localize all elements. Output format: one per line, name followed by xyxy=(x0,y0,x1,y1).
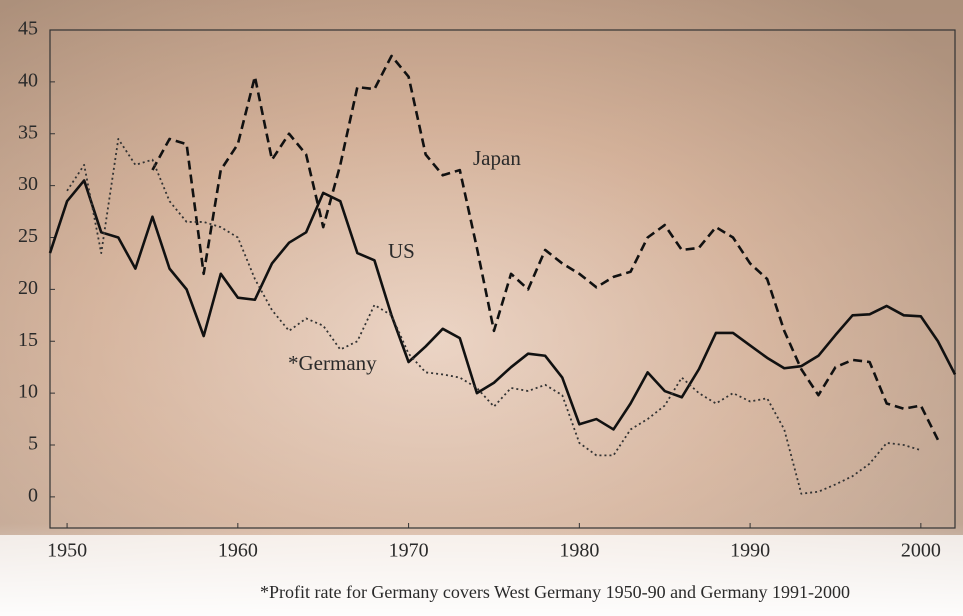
x-tick-label: 1950 xyxy=(47,540,87,562)
y-tick-label: 45 xyxy=(18,18,38,40)
y-tick-label: 35 xyxy=(18,121,38,143)
footnote: *Profit rate for Germany covers West Ger… xyxy=(260,582,850,602)
y-tick-label: 5 xyxy=(28,433,38,455)
y-tick-label: 20 xyxy=(18,277,38,299)
x-tick-label: 1990 xyxy=(730,540,770,562)
y-tick-label: 0 xyxy=(28,484,38,506)
y-tick-label: 10 xyxy=(18,381,38,403)
y-tick-label: 40 xyxy=(18,69,38,91)
x-tick-label: 1960 xyxy=(218,540,258,562)
x-tick-label: 2000 xyxy=(901,540,941,562)
series-label: *Germany xyxy=(288,351,377,375)
footer-band xyxy=(0,535,963,616)
series-label: US xyxy=(388,239,415,263)
y-tick-label: 25 xyxy=(18,225,38,247)
series-label: Japan xyxy=(473,146,521,170)
y-tick-label: 30 xyxy=(18,173,38,195)
x-tick-label: 1980 xyxy=(559,540,599,562)
chart: *Profit rate for Germany covers West Ger… xyxy=(0,0,963,616)
x-tick-label: 1970 xyxy=(389,540,429,562)
y-tick-label: 15 xyxy=(18,329,38,351)
page: *Profit rate for Germany covers West Ger… xyxy=(0,0,963,616)
background-fade xyxy=(0,0,963,616)
